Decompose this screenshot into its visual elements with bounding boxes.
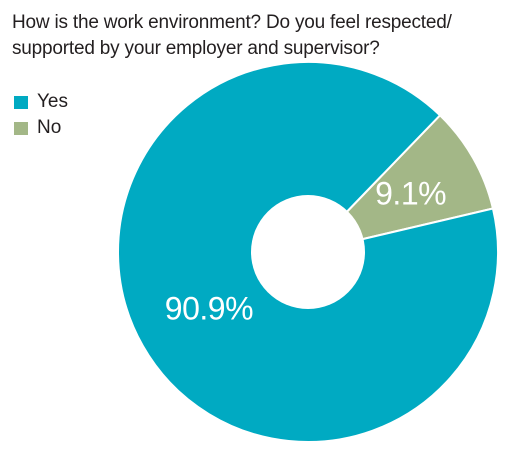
chart-title-line-1: How is the work environment? Do you feel… <box>12 12 452 33</box>
legend-item-no: No <box>14 115 68 141</box>
slice-labels: 9.1% 90.9% <box>165 176 447 327</box>
slice-label-yes: 90.9% <box>165 290 253 326</box>
legend-swatch-no <box>14 121 28 135</box>
donut-hole <box>251 195 365 309</box>
legend: Yes No <box>14 89 68 141</box>
chart-title: How is the work environment? Do you feel… <box>12 10 502 62</box>
legend-item-yes: Yes <box>14 89 68 115</box>
legend-swatch-yes <box>14 95 28 109</box>
slice-no <box>307 114 494 253</box>
legend-label-no: No <box>37 117 62 138</box>
chart-title-line-2: supported by your employer and superviso… <box>12 38 380 59</box>
slice-label-no: 9.1% <box>375 176 446 212</box>
legend-label-yes: Yes <box>37 91 68 112</box>
